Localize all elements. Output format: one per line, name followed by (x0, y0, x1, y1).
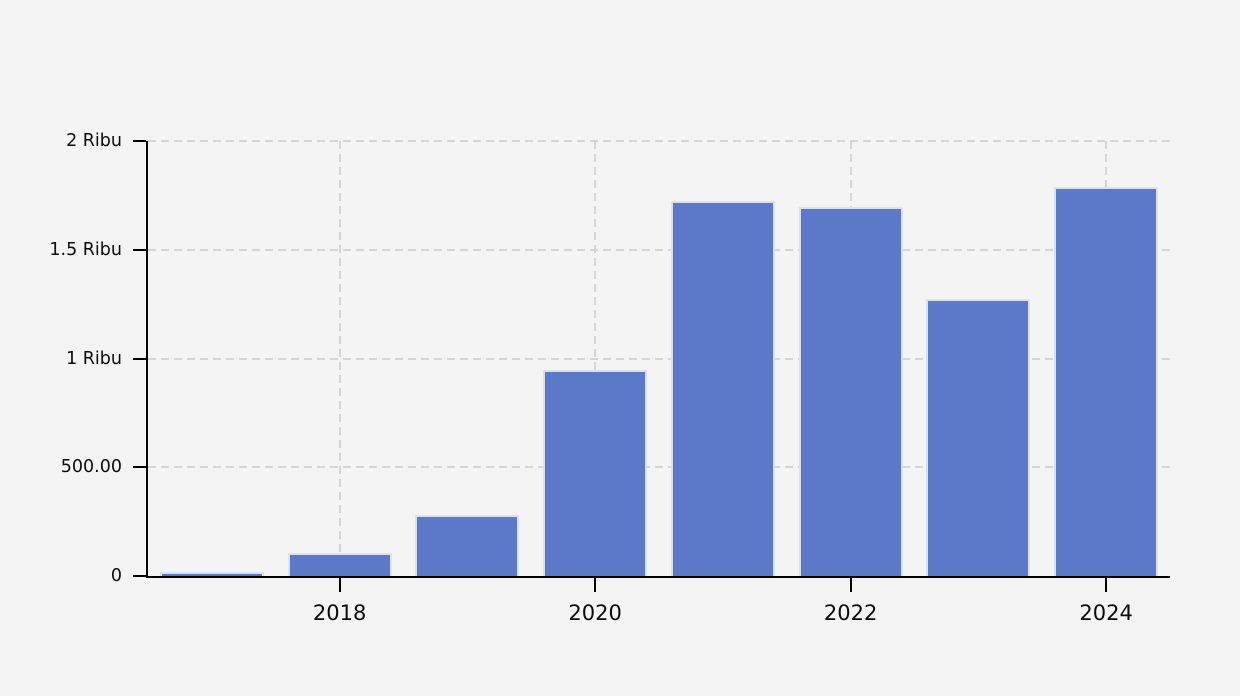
x-axis-tick (338, 578, 341, 592)
y-axis-tick-label: 0 (110, 566, 122, 586)
bar-2019[interactable] (415, 515, 520, 576)
y-axis-tick (133, 140, 146, 142)
vertical-gridline (338, 141, 341, 576)
bar-2023[interactable] (926, 298, 1031, 576)
bar-2018[interactable] (287, 553, 392, 576)
bar-2020[interactable] (543, 370, 648, 576)
y-axis-tick-label: 500.00 (60, 457, 122, 478)
bar-2024[interactable] (1054, 186, 1159, 576)
y-axis-tick-label: 1.5 Ribu (49, 239, 122, 260)
bar-2021[interactable] (670, 200, 775, 576)
x-axis-tick (1105, 578, 1108, 592)
bar-2022[interactable] (798, 207, 903, 576)
y-axis-tick (133, 466, 146, 469)
x-axis-tick-label: 2022 (823, 601, 878, 625)
y-axis-tick (133, 357, 146, 360)
x-axis-tick-label: 2020 (568, 601, 622, 625)
x-axis-tick-label: 2018 (312, 601, 367, 625)
horizontal-gridline (148, 140, 1170, 142)
x-axis-tick (849, 578, 852, 592)
y-axis-tick (133, 575, 146, 577)
y-axis-tick (133, 248, 146, 251)
y-axis-tick-label: 2 Ribu (66, 131, 122, 151)
x-axis-tick-label: 2024 (1079, 601, 1133, 625)
y-axis-tick-label: 1 Ribu (66, 348, 122, 369)
horizontal-gridline (148, 248, 1170, 251)
x-axis-tick (594, 578, 597, 592)
bar-2017[interactable] (159, 571, 264, 576)
plot-area: 0 500.00 1 Ribu 1.5 Ribu 2 Ribu 2018 2020 2022 2… (49, 131, 1170, 625)
